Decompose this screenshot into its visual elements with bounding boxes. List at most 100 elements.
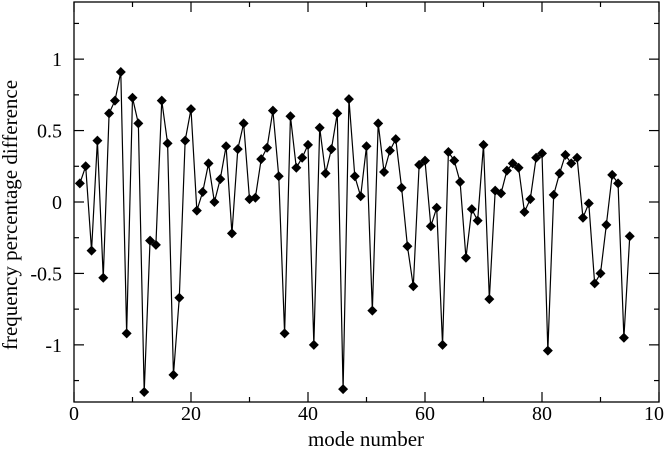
axis-tick-labels: 0 20 40 60 80 100 -1 -0.5 0 0.5 1 (30, 49, 664, 425)
data-point-marker (437, 339, 448, 350)
data-point-marker (314, 122, 325, 133)
plot-frame (73, 1, 660, 403)
data-point-marker (402, 241, 413, 252)
data-point-marker (484, 294, 495, 305)
data-markers (74, 67, 635, 397)
data-point-marker (285, 111, 296, 122)
data-point-marker (472, 215, 483, 226)
data-point-marker (379, 167, 390, 177)
data-point-marker (232, 144, 243, 155)
data-point-marker (496, 188, 507, 199)
data-point-marker (566, 158, 577, 169)
data-point-marker (273, 171, 284, 182)
data-point-marker (226, 228, 237, 239)
data-point-marker (554, 168, 565, 179)
data-point-marker (367, 305, 378, 316)
data-point-marker (431, 202, 442, 213)
data-point-marker (548, 189, 559, 200)
y-axis-title: frequency percentage difference (0, 80, 22, 350)
data-point-marker (86, 245, 97, 256)
data-point-marker (384, 145, 395, 156)
data-point-marker (203, 158, 214, 169)
data-point-marker (618, 332, 629, 343)
data-point-marker (338, 384, 349, 395)
data-point-marker (501, 165, 512, 176)
y-tick-label: -1 (45, 335, 62, 357)
data-point-marker (127, 92, 138, 103)
data-point-marker (74, 178, 85, 189)
data-point-marker (425, 221, 436, 232)
x-tick-label: 100 (644, 403, 664, 425)
data-point-marker (595, 268, 606, 279)
data-point-marker (279, 328, 290, 339)
data-point-marker (98, 272, 109, 283)
data-point-marker (109, 95, 120, 106)
x-tick-label: 80 (532, 403, 552, 425)
data-point-marker (162, 138, 173, 149)
data-point-marker (542, 345, 553, 356)
x-tick-label: 0 (69, 403, 79, 425)
data-point-marker (519, 207, 530, 217)
data-point-marker (355, 191, 366, 202)
data-point-marker (607, 169, 618, 180)
data-point-marker (589, 278, 600, 289)
data-point-marker (624, 231, 635, 242)
data-point-marker (396, 182, 407, 193)
data-point-marker (408, 281, 419, 292)
data-point-marker (209, 197, 220, 207)
data-point-marker (373, 118, 384, 129)
data-point-marker (133, 118, 144, 129)
data-point-marker (507, 158, 518, 169)
data-point-marker (291, 162, 302, 173)
y-tick-label: -0.5 (30, 263, 62, 285)
data-point-marker (601, 219, 612, 230)
data-point-marker (174, 292, 185, 303)
y-tick-label: 0.5 (37, 121, 62, 143)
data-point-marker (191, 205, 202, 216)
data-point-marker (150, 239, 161, 250)
data-point-marker (460, 252, 471, 263)
data-point-marker (250, 192, 261, 203)
data-point-marker (186, 104, 196, 115)
data-point-marker (92, 135, 103, 146)
data-point-marker (215, 174, 226, 185)
y-tick-label: 1 (52, 49, 62, 71)
data-point-marker (121, 328, 132, 339)
data-point-marker (197, 187, 208, 197)
data-point-marker (145, 235, 156, 246)
data-point-marker (262, 142, 273, 153)
data-point-marker (326, 144, 337, 155)
data-point-marker (180, 135, 191, 146)
data-point-marker (455, 177, 466, 187)
data-point-marker (104, 108, 115, 119)
data-point-marker (478, 139, 489, 150)
data-point-marker (613, 178, 624, 189)
axis-ticks (73, 2, 660, 402)
data-point-marker (583, 198, 594, 209)
data-point-marker (513, 162, 524, 173)
data-point-marker (443, 147, 454, 157)
data-point-marker (361, 141, 372, 152)
data-point-marker (525, 194, 536, 205)
x-tick-label: 20 (181, 403, 201, 425)
data-point-marker (256, 154, 267, 165)
data-point-marker (221, 141, 232, 152)
data-point-marker (572, 152, 583, 163)
data-point-marker (414, 159, 425, 170)
data-point-marker (537, 148, 547, 159)
series-line (79, 71, 631, 393)
data-point-marker (449, 155, 460, 166)
data-point-marker (80, 161, 91, 172)
data-point-marker (303, 139, 313, 150)
data-point-marker (466, 204, 477, 215)
data-point-marker (332, 108, 343, 119)
data-point-marker (420, 155, 430, 166)
data-point-marker (390, 134, 401, 145)
x-tick-label: 40 (298, 403, 318, 425)
data-point-marker (297, 152, 308, 163)
data-point-marker (238, 118, 249, 129)
data-point-marker (577, 212, 588, 223)
data-point-marker (343, 94, 354, 105)
data-point-marker (560, 149, 571, 160)
